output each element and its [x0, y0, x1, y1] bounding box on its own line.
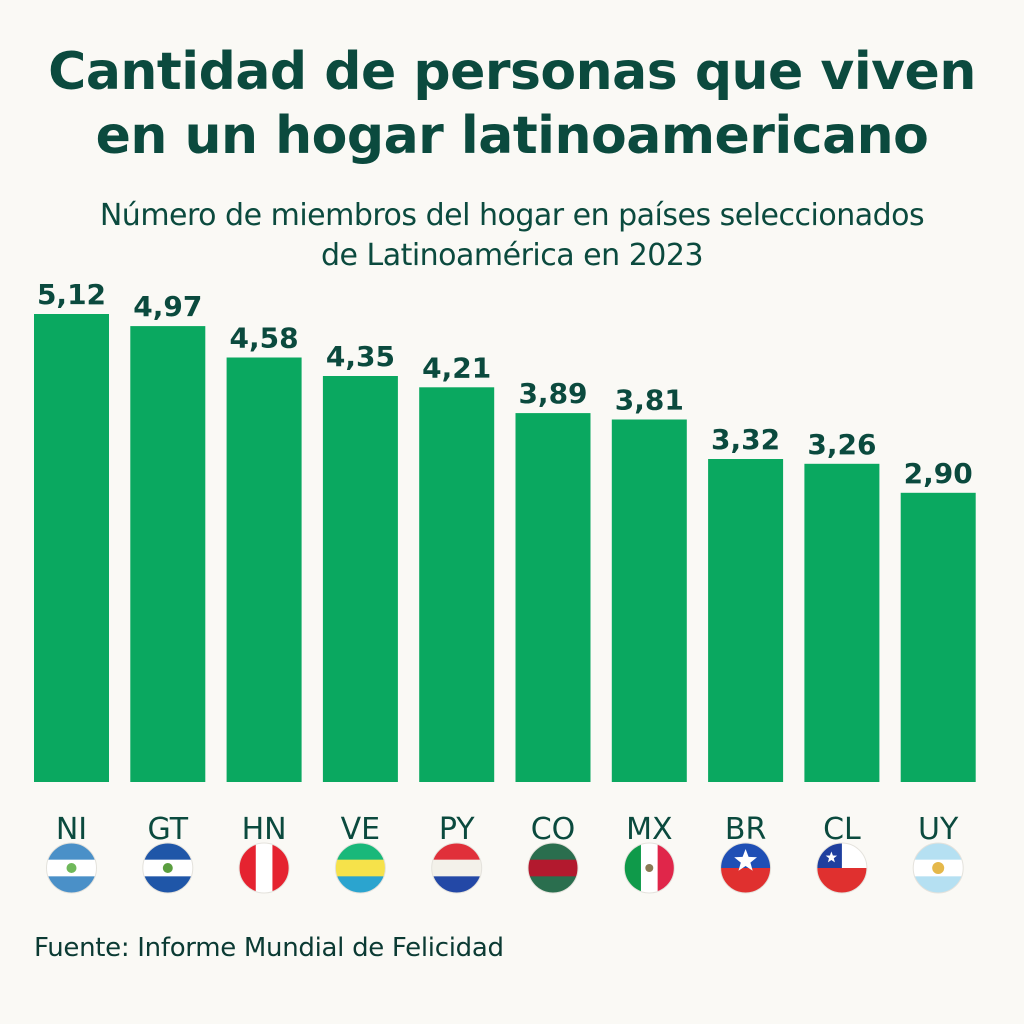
value-label-ve: 4,35	[326, 340, 395, 373]
value-label-hn: 4,58	[230, 322, 299, 355]
bar-py	[419, 387, 495, 782]
bar-br	[708, 459, 784, 782]
nicaragua-flag-icon	[46, 842, 97, 894]
mexico-flag-icon	[623, 842, 675, 894]
chart-title: Cantidad de personas que viven en un hog…	[0, 40, 1024, 168]
subtitle-line-2: de Latinoamérica en 2023	[320, 238, 704, 273]
bar-co	[515, 413, 591, 782]
category-label-uy: UY	[918, 812, 959, 847]
source-note: Fuente: Informe Mundial de Felicidad	[34, 933, 504, 963]
value-label-cl: 3,26	[807, 428, 876, 461]
category-label-hn: HN	[242, 812, 287, 847]
subtitle-line-1: Número de miembros del hogar en países s…	[99, 198, 925, 233]
chile-style-flag-icon	[720, 842, 772, 894]
value-label-mx: 3,81	[615, 384, 684, 417]
category-label-py: PY	[439, 812, 475, 847]
bar-mx	[611, 419, 687, 782]
title-line-2: en un hogar latinoamericano	[95, 106, 929, 166]
chile-flag-icon	[816, 842, 868, 894]
value-label-uy: 2,90	[904, 457, 973, 490]
bar-ve	[322, 376, 398, 782]
title-line-1: Cantidad de personas que viven	[48, 42, 976, 102]
category-label-co: CO	[531, 812, 576, 847]
bar-ni	[34, 314, 109, 782]
value-label-br: 3,32	[711, 423, 780, 456]
gabon-flag-icon	[334, 842, 386, 894]
category-label-gt: GT	[148, 812, 189, 847]
bar-hn	[226, 357, 302, 782]
bar-uy	[900, 492, 976, 782]
striped-green-red-flag-icon	[527, 842, 579, 894]
bar-gt	[130, 326, 206, 782]
category-label-ni: NI	[56, 812, 87, 847]
category-label-br: BR	[725, 812, 766, 847]
bar-cl	[804, 463, 880, 782]
value-label-co: 3,89	[518, 377, 587, 410]
value-label-py: 4,21	[422, 351, 491, 384]
value-label-gt: 4,97	[133, 290, 202, 323]
value-label-ni: 5,12	[37, 278, 106, 311]
argentina-flag-icon	[912, 842, 964, 894]
chart-subtitle: Número de miembros del hogar en países s…	[0, 196, 1024, 276]
peru-flag-icon	[238, 842, 290, 894]
category-label-ve: VE	[341, 812, 380, 847]
category-label-cl: CL	[823, 812, 861, 847]
category-label-mx: MX	[626, 812, 672, 847]
netherlands-flag-icon	[431, 842, 483, 894]
el-salvador-flag-icon	[142, 842, 194, 894]
